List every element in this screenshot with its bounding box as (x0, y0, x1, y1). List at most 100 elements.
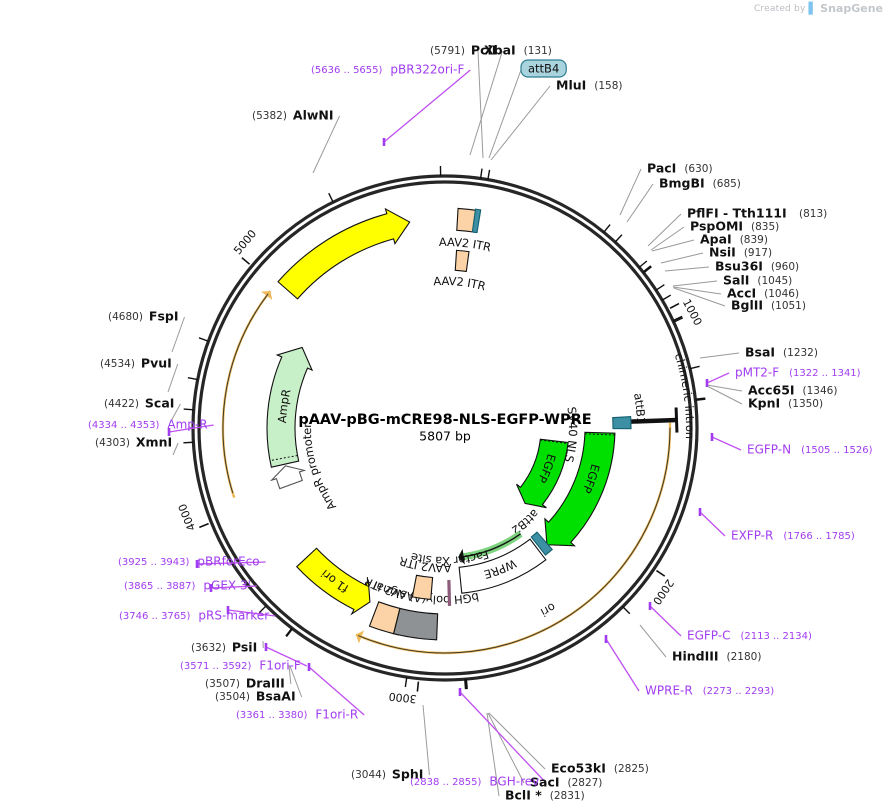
enzyme-position: (3507) (205, 678, 240, 690)
orange-arc-core-left (222, 293, 269, 494)
enzyme-label[interactable]: NsiI (917) (709, 245, 772, 260)
enzyme-label[interactable]: (3044) SphI (351, 767, 423, 782)
feature-arrow[interactable] (269, 465, 307, 490)
feature-arrow[interactable] (277, 207, 411, 300)
enzyme-name: SalI (723, 273, 749, 288)
primer-range: (1766 .. 1785) (783, 531, 855, 542)
factor-xa-marker[interactable] (447, 579, 452, 606)
primer-label[interactable]: (3361 .. 3380) F1ori-R (236, 708, 358, 722)
primer-label[interactable]: pMT2-F (1322 .. 1341) (735, 366, 861, 380)
enzyme-label[interactable]: PflFI - Tth111I (813) (687, 206, 827, 221)
feature-label-attb1: attB1 (631, 392, 648, 425)
leader-line (706, 384, 743, 392)
feature-arrow[interactable] (516, 438, 569, 509)
enzyme-label[interactable]: XbaI (131) (484, 43, 552, 58)
orange-arc-left (221, 290, 272, 499)
enzyme-position: (1350) (788, 398, 823, 410)
enzyme-label[interactable]: Bsu36I (960) (715, 259, 799, 274)
enzyme-label[interactable]: (5791) PciI (430, 43, 496, 58)
primer-label[interactable]: (3865 .. 3887) pGEX 3' (124, 579, 251, 593)
primer-label[interactable]: (5636 .. 5655) pBR322ori-F (311, 63, 464, 77)
feature-arrow[interactable] (296, 547, 371, 616)
primer-label[interactable]: (2838 .. 2855) BGH-rev (410, 775, 539, 789)
feature-box[interactable] (612, 416, 632, 430)
enzyme-label[interactable]: (4303) XmnI (95, 435, 172, 450)
feature-arrow[interactable] (266, 346, 314, 468)
primer-label[interactable]: (3925 .. 3943) pBRforEco (118, 555, 260, 569)
feature-box[interactable] (458, 538, 547, 594)
enzyme-site-mark (258, 605, 267, 614)
enzyme-label[interactable]: (5382) AlwNI (252, 108, 334, 123)
snapgene-watermark: Created by ▌ SnapGene (754, 2, 883, 15)
enzyme-label[interactable]: (4680) FspI (108, 309, 178, 324)
enzyme-label[interactable]: SalI (1045) (723, 273, 792, 288)
enzyme-label[interactable]: (4422) ScaI (104, 396, 174, 411)
primer-label[interactable]: EGFP-C (2113 .. 2134) (687, 629, 812, 643)
enzyme-position: (4534) (100, 358, 135, 370)
enzyme-label[interactable]: BglII (1051) (731, 298, 806, 313)
leader-line (488, 712, 546, 770)
enzyme-label[interactable]: BsaI (1232) (745, 345, 818, 360)
enzyme-name: BmgBI (659, 176, 705, 191)
enzyme-site-mark (603, 224, 611, 233)
plasmid-name: pAAV-pBG-mCRE98-NLS-EGFP-WPRE (298, 412, 591, 428)
orange-arc-head-right (355, 630, 365, 644)
enzyme-site-mark (464, 679, 467, 690)
enzyme-site-mark (642, 265, 652, 273)
primer-label[interactable]: WPRE-R (2273 .. 2293) (645, 684, 774, 698)
enzyme-label[interactable]: SacI (2827) (530, 775, 602, 790)
enzyme-site-mark (689, 365, 700, 370)
enzyme-label[interactable]: (3504) BsaAI (215, 689, 296, 704)
feature-box[interactable] (392, 607, 439, 641)
enzyme-site-mark (285, 628, 294, 638)
enzyme-label[interactable]: KpnI (1350) (748, 396, 823, 411)
feature-box[interactable] (530, 531, 554, 556)
enzyme-name: Eco53kI (551, 761, 606, 776)
enzyme-label[interactable]: BclI * (2831) (505, 788, 585, 803)
enzyme-label[interactable]: Eco53kI (2825) (551, 761, 649, 776)
enzyme-name: XbaI (484, 43, 516, 58)
enzyme-label[interactable]: Acc65I (1346) (748, 383, 837, 398)
enzyme-label[interactable]: PspOMI (835) (690, 219, 779, 234)
feature-box[interactable] (368, 601, 401, 635)
enzyme-label[interactable]: PacI (630) (647, 161, 713, 176)
primer-label[interactable]: (4334 .. 4353) Amp-R (88, 418, 208, 432)
leader-line (706, 385, 743, 405)
primer-leader (605, 638, 640, 692)
enzyme-site-mark (479, 168, 483, 179)
ruler-tick: 5000 (231, 227, 259, 257)
enzyme-position: (5382) (252, 110, 287, 122)
feature-box[interactable] (454, 249, 470, 273)
primer-range: (3925 .. 3943) (118, 557, 190, 568)
site-marks (167, 138, 714, 696)
enzyme-label[interactable]: MluI (158) (556, 78, 623, 93)
primer-name: pGEX 3' (203, 579, 250, 593)
ruler-tick: 3000 (388, 690, 417, 706)
attb4-badge[interactable]: attB4 (520, 59, 567, 78)
feature-label-ampr-promoter: AmpR promoter (299, 423, 338, 514)
primer-label[interactable]: EXFP-R (1766 .. 1785) (731, 529, 855, 543)
primer-label[interactable]: EGFP-N (1505 .. 1526) (747, 443, 873, 457)
enzyme-label[interactable]: HindIII (2180) (672, 649, 761, 664)
primer-name: EXFP-R (731, 529, 773, 543)
primer-name: pMT2-F (735, 366, 779, 380)
wpre-arrowhead (458, 548, 465, 565)
enzyme-label[interactable]: (3507) DraIII (205, 676, 285, 691)
feature-label-ampr: AmpR (275, 388, 293, 424)
feature-box[interactable] (411, 574, 434, 601)
enzyme-label[interactable]: BmgBI (685) (659, 176, 741, 191)
enzyme-label[interactable]: (4534) PvuI (100, 356, 172, 371)
leader-line (619, 168, 642, 216)
enzyme-name: ApaI (700, 232, 732, 247)
enzyme-label[interactable]: (3632) PsiI (191, 640, 257, 655)
chimeric-intron-marker[interactable] (630, 417, 677, 424)
enzyme-label[interactable]: AccI (1046) (727, 286, 799, 301)
enzyme-label[interactable]: ApaI (839) (700, 232, 768, 247)
primer-label[interactable]: (3746 .. 3765) pRS-marker (119, 609, 269, 623)
attb4-badge-bg (520, 59, 567, 78)
feature-box[interactable] (471, 208, 482, 234)
primer-label[interactable]: (3571 .. 3592) F1ori-F (180, 659, 301, 673)
